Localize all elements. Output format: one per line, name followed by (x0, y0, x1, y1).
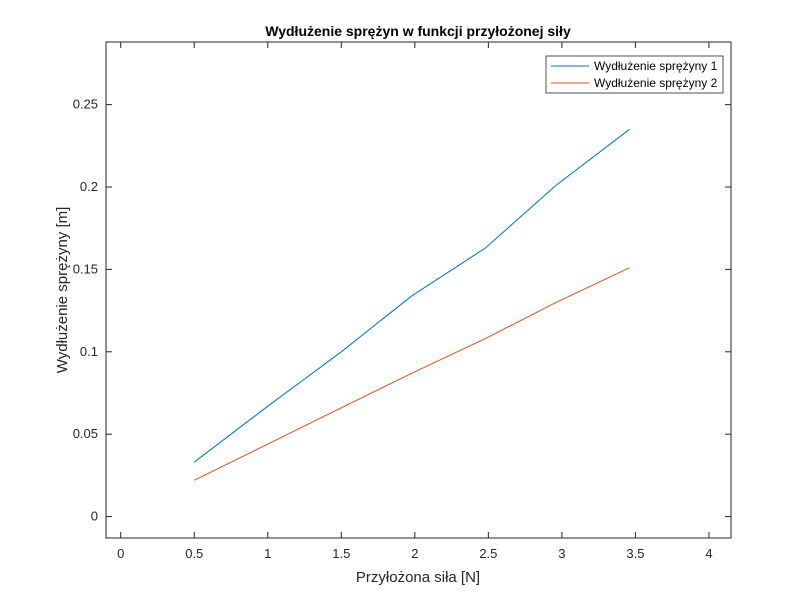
y-tick-label: 0.15 (73, 261, 98, 276)
x-tick-label: 3 (558, 546, 565, 561)
y-tick-label: 0 (91, 509, 98, 524)
x-axis-label: Przyłożona siła [N] (356, 569, 480, 586)
x-tick-label: 0.5 (185, 546, 203, 561)
chart-title: Wydłużenie sprężyn w funkcji przyłożonej… (265, 23, 571, 39)
x-tick-label: 4 (705, 546, 712, 561)
x-tick-label: 0 (117, 546, 124, 561)
x-tick-label: 3.5 (626, 546, 644, 561)
series-layer (193, 128, 630, 481)
plot-area (106, 42, 731, 538)
legend: Wydłużenie sprężyny 1 Wydłużenie sprężyn… (545, 55, 724, 94)
x-axis-ticks: 0 0.5 1 1.5 2 2.5 3 3.5 4 (117, 42, 713, 561)
x-tick-label: 2.5 (479, 546, 497, 561)
legend-label-2: Wydłużenie sprężyny 2 (594, 76, 718, 90)
x-tick-label: 1.5 (332, 546, 350, 561)
y-axis-ticks: 0 0.05 0.1 0.15 0.2 0.25 (73, 97, 731, 524)
y-tick-label: 0.05 (73, 426, 98, 441)
legend-box (545, 55, 724, 94)
x-tick-label: 1 (264, 546, 271, 561)
y-tick-label: 0.1 (80, 344, 98, 359)
y-tick-label: 0.25 (73, 97, 98, 112)
legend-label-1: Wydłużenie sprężyny 1 (594, 59, 718, 73)
y-tick-label: 0.2 (80, 179, 98, 194)
y-axis-label: Wydłużenie sprężyny [m] (54, 207, 71, 374)
axes-box (105, 41, 732, 539)
x-tick-label: 2 (411, 546, 418, 561)
series-line-2 (193, 267, 630, 481)
series-line-1 (193, 128, 630, 463)
